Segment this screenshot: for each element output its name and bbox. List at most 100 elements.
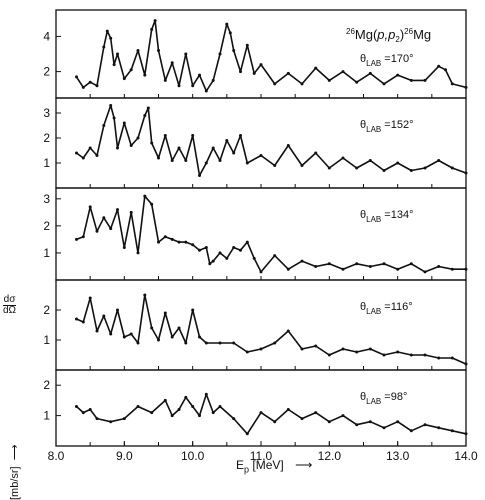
data-point-2-24 [225,139,229,142]
data-point-1-14 [153,19,157,23]
data-point-5-33 [450,429,454,433]
data-point-1-22 [204,89,208,93]
data-point-2-6 [112,116,116,120]
data-point-4-2 [88,296,92,300]
data-point-2-34 [341,156,345,160]
data-point-1-44 [437,64,441,68]
data-point-4-5 [109,332,113,336]
data-point-2-5 [109,104,113,107]
data-point-3-16 [184,240,188,244]
data-point-3-24 [232,246,236,249]
data-point-5-25 [341,414,345,418]
data-point-2-33 [327,166,331,170]
data-point-4-12 [157,338,160,342]
x-axis: 8.0 9.0 10.0 11.0 12.0 13.0 14.0 [48,441,478,463]
data-point-2-25 [232,151,236,155]
series-line-3 [76,195,466,273]
y-tick-label-3-1: 1 [43,246,50,260]
data-point-4-13 [163,311,167,315]
data-point-1-2 [88,80,92,84]
data-point-3-5 [109,227,113,231]
data-point-1-32 [273,82,277,86]
data-point-3-2 [88,205,92,209]
data-point-2-7 [116,146,119,150]
data-point-5-31 [423,423,427,427]
series-line-2 [76,104,467,177]
data-point-3-19 [204,246,208,249]
data-point-2-42 [450,166,454,170]
data-point-2-16 [170,159,174,162]
y-axis-fraction: dσ dΩ [3,295,17,316]
data-point-4-6 [116,308,119,312]
data-point-1-31 [259,63,263,67]
data-point-1-10 [129,68,133,72]
data-point-4-27 [314,344,318,348]
data-point-5-18 [245,432,249,436]
data-point-1-39 [368,71,372,75]
data-point-4-34 [409,353,413,357]
x-axis-label-sub: p [244,464,250,475]
data-point-2-23 [218,159,222,162]
data-point-3-3 [95,229,99,233]
data-point-1-17 [170,61,174,65]
data-point-4-11 [150,326,154,330]
data-point-2-30 [286,144,290,147]
data-point-3-12 [157,240,160,244]
data-point-2-1 [81,156,85,160]
data-point-5-34 [464,432,468,436]
data-point-1-0 [75,75,78,79]
data-point-1-37 [341,70,345,74]
panel-1: 2 4 θLAB =170° [43,9,468,99]
data-point-4-38 [464,362,468,366]
data-point-4-20 [218,341,222,345]
data-point-4-30 [355,350,359,354]
data-point-2-19 [191,134,195,137]
y-fraction-denominator: dΩ [3,305,17,316]
data-point-5-27 [368,420,372,424]
data-point-1-40 [382,82,386,86]
x-tick-label-0: 8.0 [48,449,65,463]
data-point-3-25 [239,248,242,252]
y-axis-unit: [mb/sr] ⟶ [9,444,21,500]
x-tick-label-1: 9.0 [116,449,133,463]
y-axis-unit-text: [mb/sr] [9,466,21,500]
data-point-3-17 [191,243,195,247]
data-point-1-46 [450,82,454,86]
data-point-3-40 [423,270,427,274]
data-point-1-8 [116,52,119,56]
data-point-1-35 [314,66,318,70]
data-point-1-45 [444,68,447,72]
y-tick-label-5-1: 1 [43,409,50,423]
data-point-3-1 [81,235,85,239]
panel-3: 1 2 3 θLAB =134° [43,187,468,281]
data-point-1-19 [184,52,188,56]
data-point-4-1 [81,320,85,324]
data-point-3-13 [163,235,167,239]
data-point-3-23 [225,256,229,260]
data-point-3-29 [273,254,277,258]
data-point-2-14 [157,156,160,160]
data-point-4-26 [300,347,304,351]
x-tick-label-6: 14.0 [454,449,478,463]
data-point-3-36 [368,265,372,268]
data-point-5-23 [314,411,318,415]
data-point-2-43 [464,171,468,175]
data-point-2-12 [146,106,150,110]
data-point-4-31 [368,347,372,351]
data-point-1-33 [286,71,290,75]
angle-label-3: θLAB =134° [360,209,413,224]
data-point-2-9 [129,144,133,147]
data-point-4-0 [75,317,78,321]
data-point-3-32 [314,265,318,268]
data-point-2-8 [122,121,126,125]
data-point-1-3 [95,84,99,88]
data-point-5-0 [75,405,78,408]
data-point-3-9 [136,251,140,255]
data-point-1-38 [355,80,359,84]
data-point-5-21 [286,408,290,411]
data-point-4-16 [184,341,188,345]
data-point-5-11 [184,395,188,399]
data-point-2-10 [136,136,140,140]
y-tick-label-3-2: 2 [43,219,50,233]
data-point-1-7 [112,63,116,67]
